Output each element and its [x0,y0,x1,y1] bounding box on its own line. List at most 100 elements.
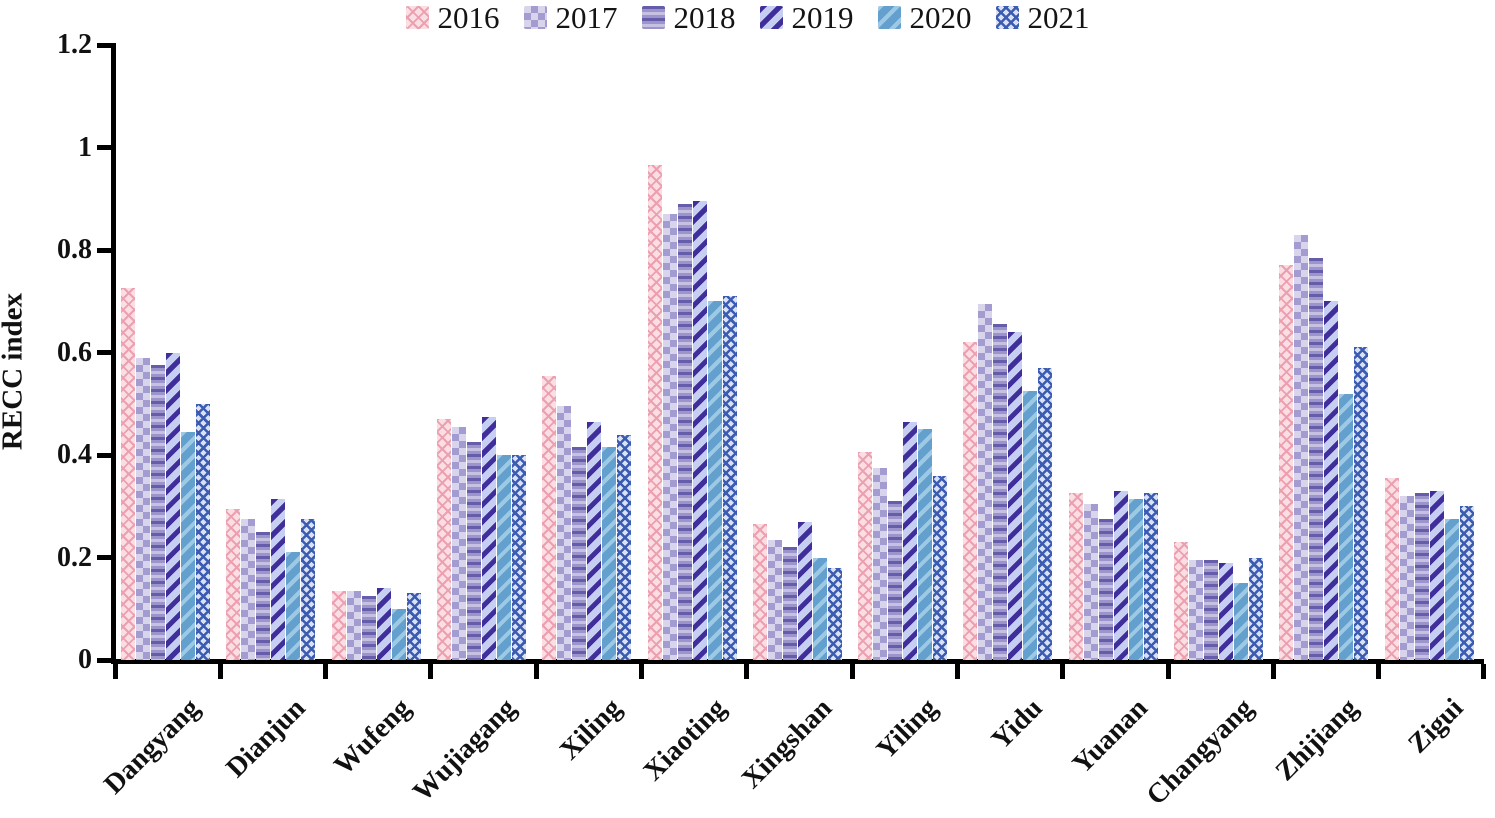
bar-yiling-2018 [888,501,903,660]
bar-dangyang-2016 [121,288,135,660]
category-label-dianjun: Dianjun [220,692,312,784]
bar-zhijiang-2016 [1279,265,1294,660]
bar-yuanan-2020 [1128,498,1143,660]
bar-yuanan-2016 [1068,493,1083,660]
bar-dianjun-2016 [226,508,241,660]
y-tick-label: 0.4 [57,439,92,470]
legend-item-2019: 2019 [759,0,854,35]
legend-label: 2016 [437,0,500,35]
x-tick [217,664,223,679]
bar-dianjun-2020 [286,552,301,660]
legend-label: 2019 [791,0,854,35]
bar-zigui-2020 [1444,519,1459,660]
x-tick [1060,664,1066,679]
bar-dianjun-2019 [271,498,286,660]
category-label-xiling: Xiling [553,692,628,767]
bar-xingshan-2021 [827,567,842,660]
x-tick [112,664,118,679]
bar-wujiagang-2019 [481,416,496,660]
y-tick [97,452,111,458]
legend-swatch-2021 [995,6,1019,29]
bar-changyang-2018 [1204,560,1218,660]
bar-wujiagang-2020 [496,455,511,660]
bar-yuanan-2021 [1143,493,1158,660]
category-label-changyang: Changyang [1140,692,1260,812]
bar-xiling-2019 [587,421,602,660]
bar-xiaoting-2017 [662,214,677,660]
y-tick [97,350,111,355]
bar-wujiagang-2021 [511,455,526,660]
category-label-xiaoting: Xiaoting [638,692,733,788]
bar-wufeng-2016 [331,590,346,660]
legend-label: 2021 [1027,0,1090,35]
category-label-wufeng: Wufeng [328,692,417,782]
bar-changyang-2017 [1189,560,1203,660]
y-tick-label: 0.8 [57,234,92,265]
legend-item-2016: 2016 [405,0,500,35]
bar-xingshan-2020 [812,557,827,660]
x-tick [1165,664,1171,679]
bar-changyang-2020 [1234,583,1248,660]
x-tick [1376,664,1382,679]
bar-dianjun-2017 [241,519,256,660]
bar-wufeng-2020 [391,608,406,660]
bar-wujiagang-2017 [451,426,466,660]
category-label-zhijiang: Zhijiang [1269,692,1365,788]
y-tick [97,657,111,663]
legend-label: 2020 [909,0,972,35]
bar-wufeng-2017 [346,590,361,660]
category-label-dangyang: Dangyang [98,692,207,801]
bar-zigui-2018 [1414,493,1429,660]
bar-yidu-2016 [963,342,978,660]
bar-zigui-2021 [1459,506,1474,660]
x-tick [1481,664,1487,679]
bar-xiling-2016 [542,375,557,660]
bar-zigui-2019 [1429,490,1444,660]
bar-xiling-2021 [617,434,632,660]
category-label-yidu: Yidu [985,692,1049,756]
legend-label: 2018 [673,0,736,35]
bar-dianjun-2021 [301,519,316,660]
bar-xiaoting-2021 [722,296,737,660]
bar-yiling-2019 [903,421,918,660]
bar-yiling-2021 [933,475,948,660]
bar-dangyang-2021 [196,403,210,660]
x-tick [849,664,855,679]
bar-xiling-2018 [572,447,587,660]
bar-xingshan-2016 [752,524,767,660]
legend-item-2017: 2017 [523,2,618,33]
x-tick [639,664,644,679]
bar-zigui-2017 [1399,496,1414,660]
bar-yiling-2016 [858,452,873,660]
bar-yuanan-2019 [1113,490,1128,660]
bar-zhijiang-2021 [1354,347,1369,660]
bar-yuanan-2018 [1098,519,1113,660]
bar-xingshan-2017 [767,539,782,660]
legend-swatch-2020 [877,6,901,29]
y-tick [97,555,111,560]
bar-xiling-2020 [602,447,617,660]
bar-wujiagang-2018 [466,442,481,660]
bar-yidu-2017 [978,303,993,660]
x-tick [744,664,750,679]
bar-changyang-2021 [1249,557,1263,660]
bar-wujiagang-2016 [436,419,451,660]
bar-zhijiang-2017 [1294,234,1309,660]
bar-dangyang-2017 [136,357,150,660]
bar-changyang-2016 [1174,542,1188,660]
x-tick [954,664,960,679]
category-label-yuanan: Yuanan [1066,692,1154,780]
legend-swatch-2017 [523,6,547,29]
bar-yuanan-2017 [1083,503,1098,660]
y-tick-label: 0.2 [57,541,92,573]
bar-dianjun-2018 [256,531,271,660]
bar-zhijiang-2018 [1309,257,1324,660]
y-tick-label: 1.2 [57,29,92,60]
category-label-wujiagang: Wujiagang [406,692,523,808]
category-label-xingshan: Xingshan [735,692,838,795]
x-tick [323,664,329,679]
bar-xingshan-2018 [782,547,797,660]
bar-wufeng-2018 [361,595,376,660]
bar-yiling-2020 [918,429,933,660]
y-tick-label: 0 [78,644,92,675]
